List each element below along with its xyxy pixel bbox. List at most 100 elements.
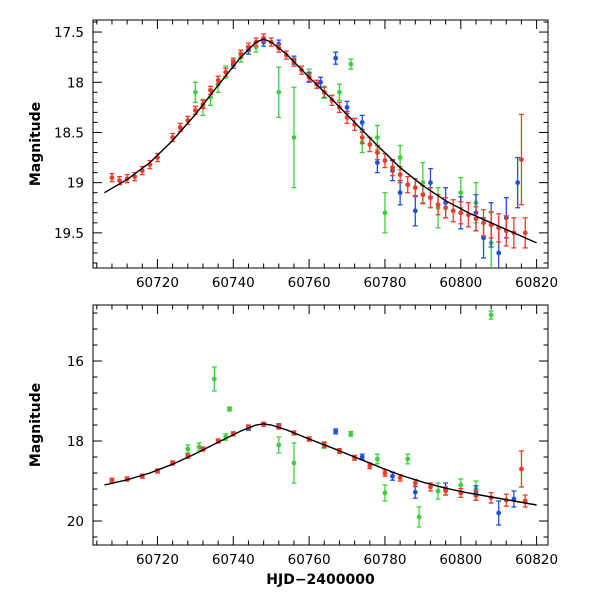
data-point: [367, 142, 373, 147]
data-point: [359, 120, 365, 125]
data-point: [390, 165, 395, 170]
data-point: [177, 125, 183, 130]
data-point: [185, 446, 191, 452]
data-point: [390, 473, 395, 479]
data-point: [481, 235, 486, 241]
x-tick-label: 60720: [136, 552, 179, 568]
plot-area: [104, 310, 537, 528]
data-point: [412, 480, 418, 486]
y-tick-label: 19.5: [54, 226, 84, 242]
data-point: [333, 55, 339, 61]
data-point: [488, 312, 494, 318]
x-tick-label: 60720: [136, 275, 179, 291]
data-point: [382, 210, 388, 216]
data-point: [291, 135, 297, 140]
data-point: [109, 175, 115, 181]
data-point: [405, 182, 411, 188]
data-point: [458, 210, 464, 216]
data-point: [215, 77, 221, 83]
data-point: [367, 463, 373, 469]
y-tick-label: 20: [67, 514, 84, 530]
x-tick-label: 60780: [363, 552, 406, 568]
data-point: [196, 444, 202, 450]
data-point: [211, 376, 217, 382]
data-point: [318, 79, 323, 85]
data-point: [473, 216, 479, 222]
data-point: [458, 482, 464, 488]
model-curve: [104, 38, 537, 244]
data-point: [458, 190, 464, 196]
data-point: [208, 87, 213, 93]
x-tick-label: 60800: [439, 275, 482, 291]
model-curve: [104, 423, 537, 506]
data-point: [496, 510, 502, 516]
data-point: [405, 456, 411, 462]
data-point: [348, 61, 354, 67]
data-point: [192, 107, 198, 113]
data-point: [230, 59, 236, 65]
y-axis-title: Magnitude: [28, 102, 44, 186]
y-tick-label: 16: [67, 354, 84, 370]
data-point: [428, 180, 433, 186]
data-point: [397, 172, 403, 178]
data-point: [412, 489, 418, 495]
plot-frame: [92, 19, 549, 269]
data-point: [359, 454, 365, 460]
data-point: [291, 460, 297, 466]
y-tick-label: 18: [67, 434, 84, 450]
x-tick-label: 60760: [288, 552, 331, 568]
data-point: [522, 230, 528, 236]
data-point: [397, 190, 403, 196]
data-point: [397, 475, 403, 481]
data-point: [443, 488, 449, 494]
x-tick-label: 60740: [212, 275, 255, 291]
plot-frame: [92, 304, 549, 546]
data-point: [276, 89, 282, 95]
data-point: [443, 205, 449, 211]
y-tick-label: 18.5: [54, 125, 84, 141]
data-point: [374, 150, 380, 155]
data-point: [435, 202, 441, 208]
data-point: [496, 250, 502, 256]
y-tick-label: 17.5: [54, 25, 84, 41]
data-point: [382, 158, 388, 163]
panel-1: 60720 60740 60760 60780 60800 60820 17.5 18 18.5…: [28, 19, 558, 291]
data-point: [397, 155, 403, 160]
data-point: [412, 208, 418, 214]
series-blue: [245, 423, 517, 526]
series-green: [192, 41, 494, 268]
data-point: [359, 135, 365, 140]
plot-area: [104, 33, 537, 268]
data-point: [435, 488, 441, 494]
y-axis-title: Magnitude: [28, 383, 44, 467]
data-point: [109, 477, 115, 483]
data-point: [374, 456, 380, 462]
data-point: [382, 490, 388, 496]
data-point: [227, 406, 232, 412]
data-point: [428, 195, 433, 201]
data-point: [428, 484, 433, 490]
data-point: [519, 157, 524, 162]
x-tick-label: 60740: [212, 552, 255, 568]
data-point: [337, 89, 342, 95]
data-point: [382, 470, 388, 476]
data-point: [416, 514, 422, 520]
data-point: [519, 466, 524, 472]
data-point: [329, 97, 335, 103]
x-axis-title: HJD−2400000: [266, 572, 375, 588]
data-point: [344, 104, 350, 110]
data-point: [450, 208, 456, 214]
panel-2: 60720 60740 60760 60780 60800 60820 16 18 20 Magn…: [28, 304, 558, 588]
data-point: [333, 429, 339, 434]
data-point: [481, 220, 486, 226]
data-point: [412, 185, 418, 191]
x-tick-label: 60820: [515, 552, 558, 568]
data-point: [117, 178, 122, 184]
x-tick-label: 60800: [439, 552, 482, 568]
data-point: [420, 192, 426, 198]
x-tick-label: 60780: [363, 275, 406, 291]
x-tick-label: 60760: [288, 275, 331, 291]
y-tick-label: 18: [67, 75, 84, 91]
data-point: [348, 431, 354, 437]
